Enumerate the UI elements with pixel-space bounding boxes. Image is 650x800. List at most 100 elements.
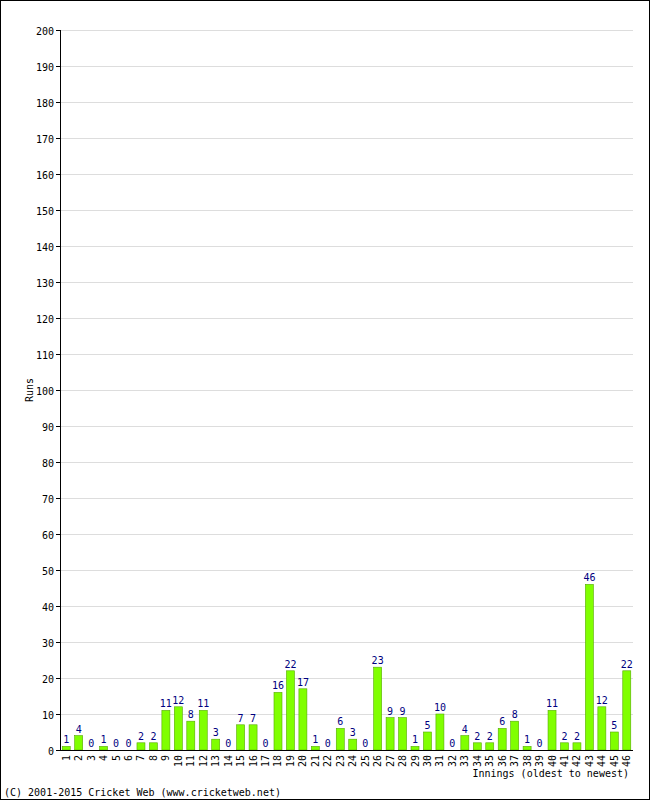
data-label: 0: [225, 738, 231, 749]
data-label: 22: [621, 659, 633, 670]
y-tick-label: 140: [36, 242, 54, 253]
x-tick-label: 45: [609, 755, 620, 767]
data-label: 11: [546, 698, 558, 709]
bar: [262, 750, 270, 751]
y-tick: [56, 498, 60, 499]
x-axis-label: Innings (oldest to newest): [472, 768, 629, 779]
bar: [199, 710, 207, 750]
data-label: 11: [160, 698, 172, 709]
data-label: 5: [424, 720, 430, 731]
bar: [473, 743, 481, 750]
data-label: 1: [101, 734, 107, 745]
bar: [585, 584, 593, 750]
x-tick-label: 42: [571, 755, 582, 767]
data-label: 2: [138, 731, 144, 742]
bar: [87, 750, 95, 751]
grid-line: [60, 570, 633, 571]
data-label: 1: [312, 734, 318, 745]
bar: [623, 671, 631, 750]
bar: [386, 718, 394, 750]
bar: [349, 739, 357, 750]
data-label: 0: [125, 738, 131, 749]
y-tick-label: 160: [36, 170, 54, 181]
bar: [149, 743, 157, 750]
y-axis-label: Runs: [24, 378, 35, 402]
y-tick-label: 170: [36, 134, 54, 145]
y-tick: [56, 534, 60, 535]
grid-line: [60, 138, 633, 139]
x-tick-label: 3: [86, 755, 97, 761]
grid-line: [60, 426, 633, 427]
grid-line: [60, 30, 633, 31]
data-label: 9: [387, 706, 393, 717]
y-tick-label: 10: [42, 710, 54, 721]
x-tick-label: 8: [148, 755, 159, 761]
x-tick-label: 27: [385, 755, 396, 767]
bar: [436, 714, 444, 750]
x-tick-label: 11: [185, 755, 196, 767]
grid-line: [60, 66, 633, 67]
x-tick-label: 23: [335, 755, 346, 767]
bar: [212, 739, 220, 750]
y-tick: [56, 642, 60, 643]
x-tick-label: 30: [422, 755, 433, 767]
x-tick-label: 14: [223, 755, 234, 767]
data-label: 1: [63, 734, 69, 745]
y-tick-label: 100: [36, 386, 54, 397]
bar: [548, 710, 556, 750]
grid-line: [60, 462, 633, 463]
y-tick: [56, 462, 60, 463]
bar: [336, 728, 344, 750]
grid-line: [60, 102, 633, 103]
bar: [311, 746, 319, 750]
frame: [1, 1, 650, 800]
bar: [511, 721, 519, 750]
x-tick-label: 16: [248, 755, 259, 767]
grid-line: [60, 318, 633, 319]
data-label: 7: [250, 713, 256, 724]
data-label: 2: [487, 731, 493, 742]
bar: [399, 718, 407, 750]
bar: [112, 750, 120, 751]
x-tick-label: 28: [397, 755, 408, 767]
y-tick-label: 40: [42, 602, 54, 613]
x-tick-label: 19: [285, 755, 296, 767]
x-tick-label: 46: [621, 755, 632, 767]
bar: [486, 743, 494, 750]
data-label: 8: [512, 709, 518, 720]
data-label: 4: [76, 724, 82, 735]
bar: [374, 667, 382, 750]
bar: [523, 746, 531, 750]
y-tick-label: 80: [42, 458, 54, 469]
y-tick: [56, 606, 60, 607]
data-label: 0: [325, 738, 331, 749]
data-label: 12: [172, 695, 184, 706]
x-tick-label: 29: [410, 755, 421, 767]
bar: [286, 671, 294, 750]
data-label: 23: [372, 655, 384, 666]
y-tick-label: 0: [48, 746, 54, 757]
x-tick-label: 22: [322, 755, 333, 767]
y-tick: [56, 570, 60, 571]
y-tick: [56, 102, 60, 103]
y-tick-label: 180: [36, 98, 54, 109]
x-tick-label: 4: [98, 755, 109, 761]
x-tick-label: 9: [160, 755, 171, 761]
bar: [249, 725, 257, 750]
data-label: 7: [238, 713, 244, 724]
y-tick-label: 70: [42, 494, 54, 505]
grid-line: [60, 354, 633, 355]
bar: [100, 746, 108, 750]
grid-line: [60, 498, 633, 499]
grid-line: [60, 750, 633, 751]
y-tick: [56, 30, 60, 31]
data-label: 3: [350, 727, 356, 738]
bar: [411, 746, 419, 750]
x-tick-label: 44: [596, 755, 607, 767]
bar: [237, 725, 245, 750]
y-tick: [56, 390, 60, 391]
data-label: 2: [150, 731, 156, 742]
bar: [536, 750, 544, 751]
y-tick-label: 90: [42, 422, 54, 433]
y-tick-label: 200: [36, 26, 54, 37]
